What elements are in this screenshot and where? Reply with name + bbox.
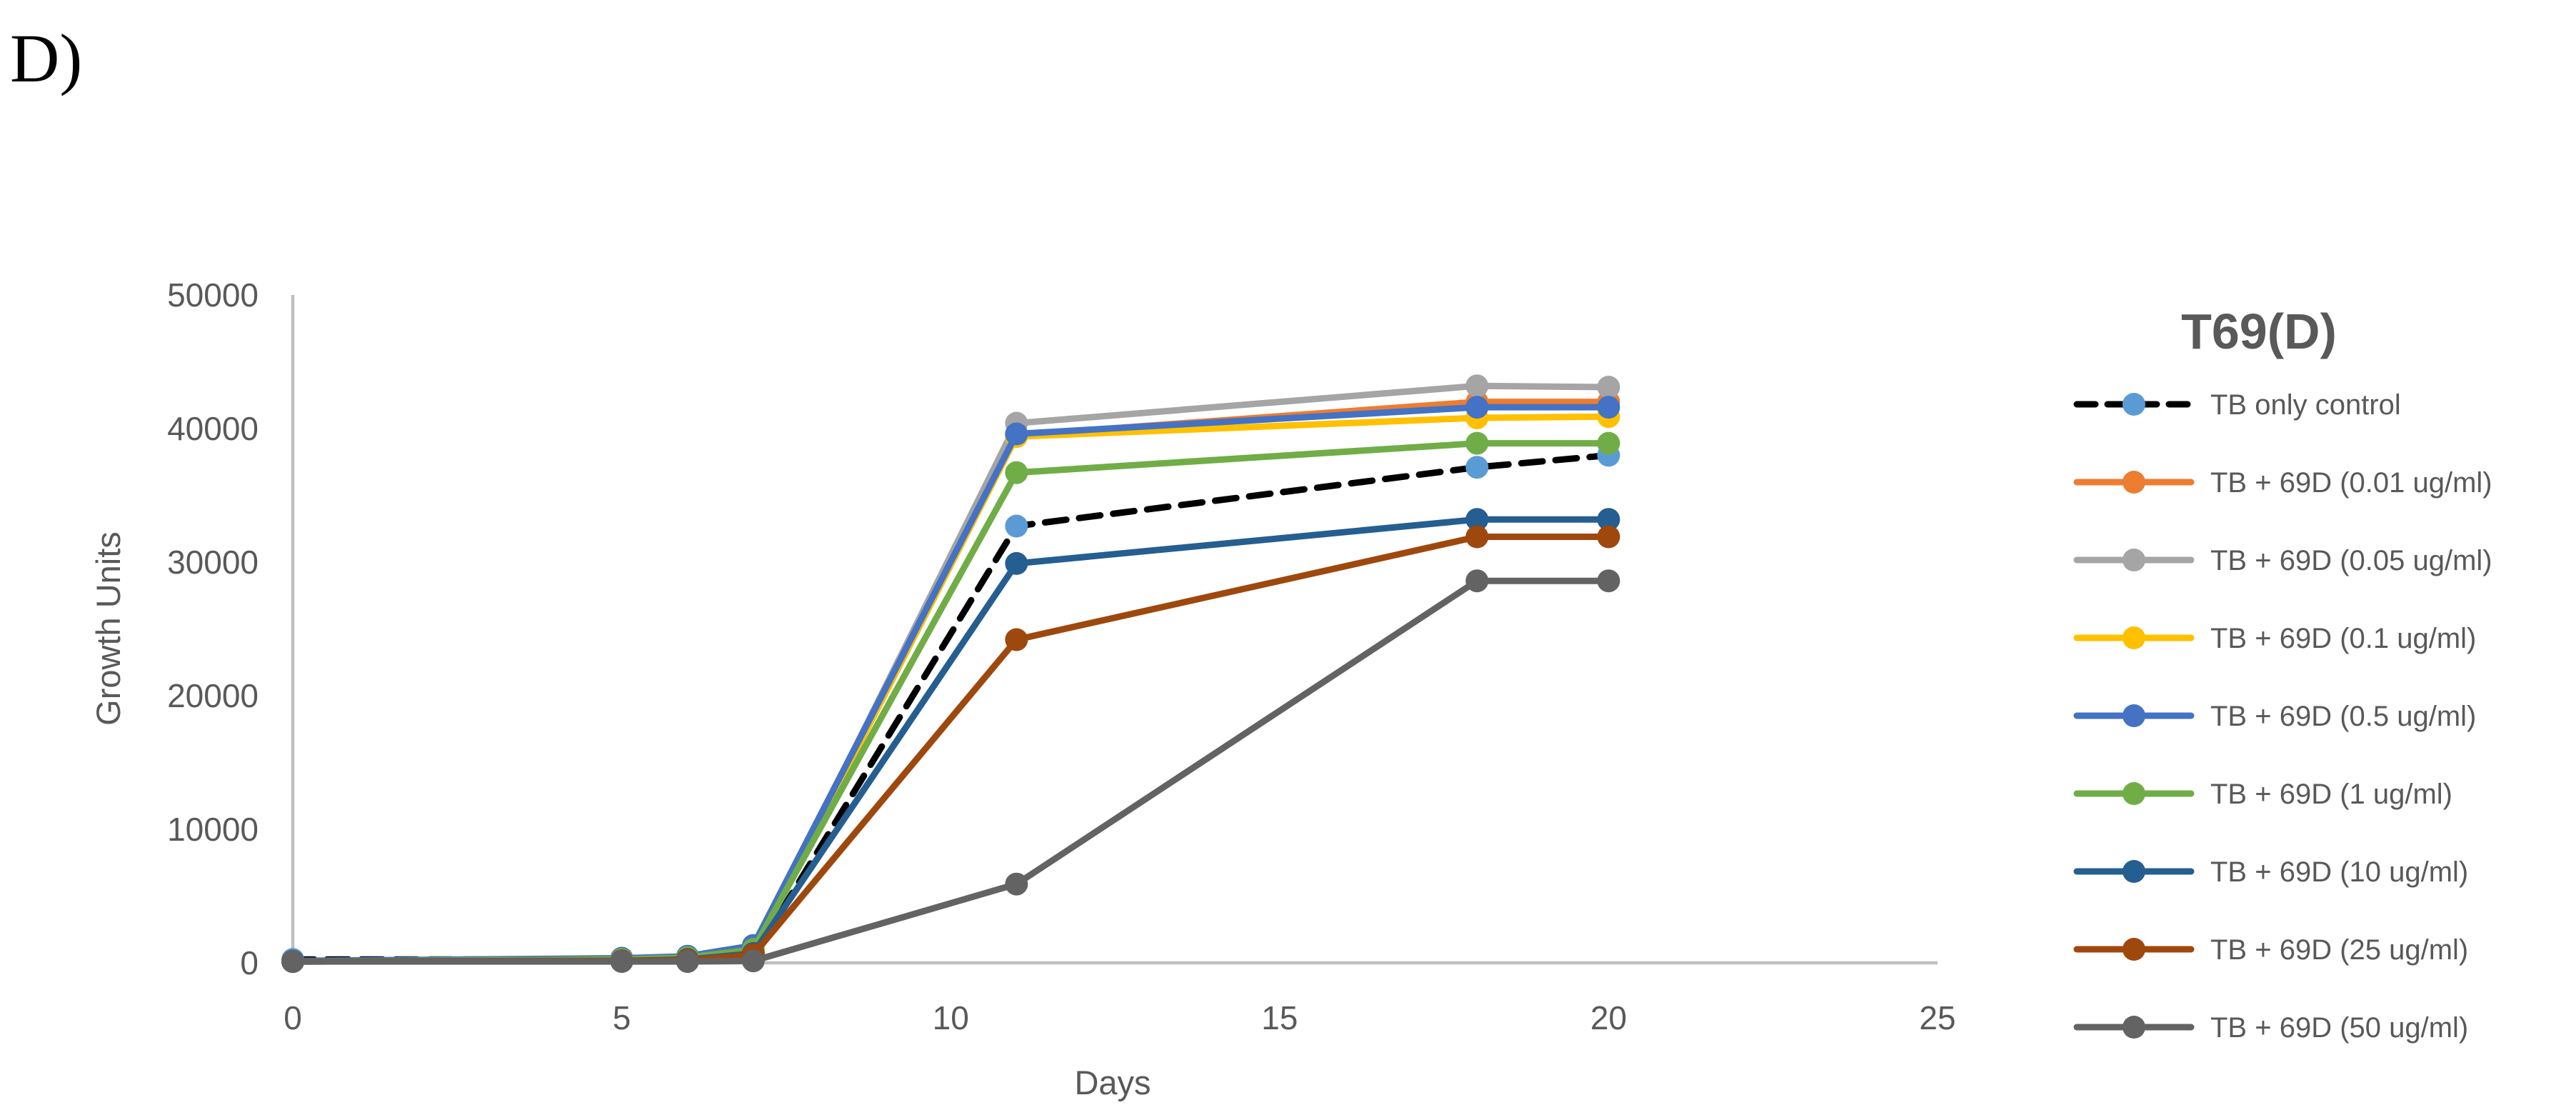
y-tick-label: 10000 (167, 811, 259, 848)
data-point-marker (1005, 628, 1028, 651)
legend-entry-tb-69d-1-ug-ml: TB + 69D (1 ug/ml) (2073, 779, 2452, 810)
data-point-marker (1597, 376, 1620, 399)
data-point-marker (1465, 431, 1489, 455)
legend-title: T69(D) (2181, 304, 2337, 359)
legend-swatch-marker (2123, 938, 2145, 961)
x-tick-label: 5 (613, 999, 631, 1036)
legend-swatch-marker (2123, 1016, 2145, 1039)
data-point-marker (610, 950, 633, 974)
series-line (289, 413, 1612, 965)
series-tb-69d-0-1-ug-ml (281, 405, 1620, 974)
x-tick-label: 20 (1590, 999, 1627, 1036)
series-line (289, 404, 1612, 964)
data-point-marker (1005, 551, 1028, 575)
panel-label: D) (10, 20, 82, 96)
series-tb-69d-0-5-ug-ml (281, 396, 1620, 973)
data-point-marker (1465, 396, 1489, 419)
legend-entry-tb-69d-0-01-ug-ml: TB + 69D (0.01 ug/ml) (2073, 467, 2492, 499)
data-point-marker (1005, 461, 1028, 484)
data-point-marker (1005, 872, 1028, 896)
legend-entry-label: TB + 69D (0.5 ug/ml) (2210, 701, 2476, 732)
series-tb-69d-50-ug-ml (281, 569, 1620, 974)
x-tick-label: 25 (1919, 999, 1955, 1036)
data-point-marker (1597, 525, 1620, 549)
legend-entry-tb-69d-0-05-ug-ml: TB + 69D (0.05 ug/ml) (2073, 545, 2492, 576)
data-point-marker (281, 950, 304, 974)
legend-entry-label: TB + 69D (10 ug/ml) (2210, 856, 2468, 888)
series-line (289, 534, 1612, 965)
legend-entry-tb-69d-50-ug-ml: TB + 69D (50 ug/ml) (2073, 1012, 2468, 1044)
series-line (289, 440, 1612, 965)
data-point-marker (1465, 374, 1489, 398)
data-point-marker (1465, 525, 1489, 549)
legend-entry-tb-only-control: TB only control (2073, 389, 2401, 421)
data-point-marker (1005, 514, 1028, 538)
legend-entry-label: TB + 69D (50 ug/ml) (2210, 1012, 2468, 1044)
data-point-marker (1597, 431, 1620, 455)
legend-swatch-marker (2123, 782, 2145, 805)
y-tick-label: 40000 (167, 410, 259, 447)
data-point-marker (1597, 508, 1620, 531)
legend-swatch-marker (2123, 704, 2145, 727)
legend-swatch-marker (2123, 549, 2145, 571)
x-axis-title: Days (1074, 1064, 1151, 1101)
x-tick-label: 10 (933, 999, 969, 1036)
legend-swatch-marker (2123, 626, 2145, 649)
y-tick-label: 30000 (167, 544, 259, 581)
legend-swatch-marker (2123, 393, 2145, 416)
legend-entry-label: TB + 69D (1 ug/ml) (2210, 779, 2452, 810)
series-tb-69d-1-ug-ml (281, 431, 1620, 974)
legend-entry-tb-69d-0-5-ug-ml: TB + 69D (0.5 ug/ml) (2073, 701, 2476, 732)
x-tick-label: 0 (284, 999, 302, 1036)
y-tick-label: 0 (240, 944, 259, 981)
y-tick-label: 20000 (167, 677, 259, 714)
y-tick-label: 50000 (167, 276, 259, 314)
series-line (289, 451, 1612, 963)
y-axis-title: Growth Units (89, 531, 127, 726)
legend-swatch-marker (2123, 471, 2145, 494)
legend-swatch-marker (2123, 860, 2145, 883)
legend-entry-label: TB + 69D (0.1 ug/ml) (2210, 623, 2476, 654)
legend-entry-label: TB + 69D (25 ug/ml) (2210, 934, 2468, 966)
legend-entry-label: TB + 69D (0.01 ug/ml) (2210, 467, 2492, 499)
series-line (289, 399, 1612, 965)
data-point-marker (1465, 569, 1489, 593)
data-point-marker (1597, 569, 1620, 593)
legend-entry-tb-69d-10-ug-ml: TB + 69D (10 ug/ml) (2073, 856, 2468, 888)
legend: T69(D) TB only control TB + 69D (0.01 ug/m… (2073, 304, 2492, 1044)
series-tb-69d-0-05-ug-ml (281, 374, 1620, 974)
data-point-marker (1465, 456, 1489, 479)
data-point-marker (1005, 422, 1028, 446)
data-point-marker (1465, 508, 1489, 531)
legend-entry-label: TB + 69D (0.05 ug/ml) (2210, 545, 2492, 576)
data-point-marker (741, 949, 765, 973)
data-point-marker (1597, 396, 1620, 419)
data-point-marker (676, 950, 699, 974)
series-line (289, 382, 1612, 965)
x-tick-label: 15 (1261, 999, 1298, 1036)
legend-entry-tb-69d-0-1-ug-ml: TB + 69D (0.1 ug/ml) (2073, 623, 2476, 654)
legend-entry-label: TB only control (2210, 389, 2401, 421)
legend-entry-tb-69d-25-ug-ml: TB + 69D (25 ug/ml) (2073, 934, 2468, 966)
